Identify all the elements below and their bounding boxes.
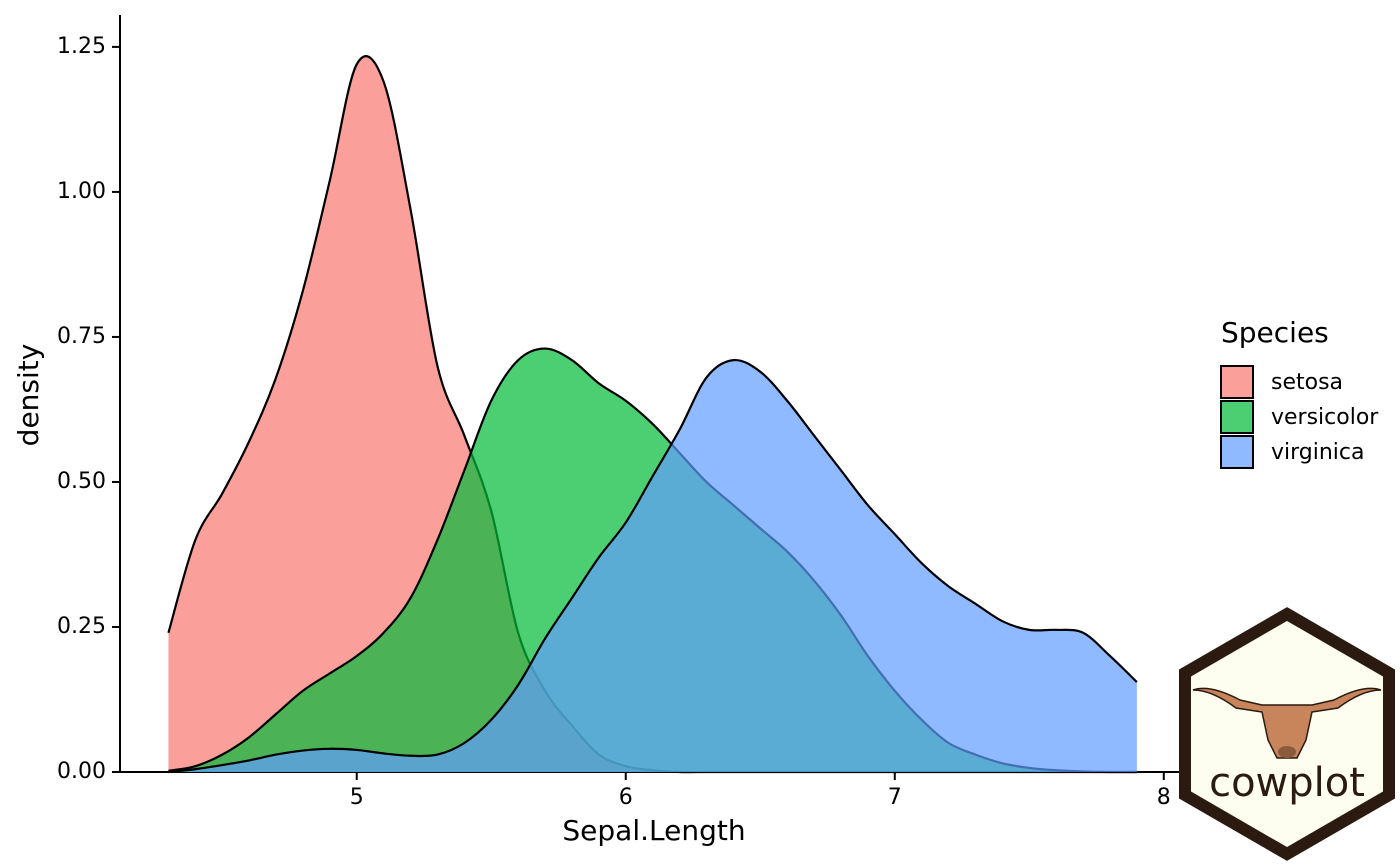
x-tick-label: 6 — [619, 785, 633, 810]
y-tick-label: 0.50 — [57, 469, 106, 494]
x-tick-label: 7 — [888, 785, 902, 810]
legend-label: versicolor — [1271, 405, 1379, 430]
legend: setosa versicolor virginica — [1220, 365, 1379, 469]
legend-swatch — [1220, 365, 1254, 399]
legend-swatch — [1220, 400, 1254, 434]
plot-area: 0.00 0.25 0.50 0.75 1.00 1.25 5 6 7 8 — [57, 15, 1188, 810]
y-tick-label: 1.25 — [57, 34, 106, 59]
y-tick-label: 0.25 — [57, 614, 106, 639]
density-area — [168, 360, 1137, 772]
x-axis-title: Sepal.Length — [562, 814, 745, 847]
y-axis-title: density — [12, 344, 45, 447]
x-tick-label: 8 — [1157, 785, 1171, 810]
legend-title: Species — [1221, 316, 1329, 349]
density-line — [168, 358, 1138, 774]
x-tick-label: 5 — [350, 785, 364, 810]
logo-text: cowplot — [1209, 760, 1365, 806]
logo: cowplot — [1179, 607, 1395, 861]
density-area — [168, 56, 1137, 773]
logo-cow — [1192, 687, 1382, 759]
legend-label: setosa — [1271, 370, 1343, 395]
y-tick-label: 0.75 — [57, 324, 106, 349]
legend-label: virginica — [1271, 440, 1365, 465]
legend-swatch — [1220, 435, 1254, 469]
y-tick-label: 0.00 — [57, 759, 106, 784]
y-tick-label: 1.00 — [57, 179, 106, 204]
logo-cow-nose — [1278, 746, 1296, 758]
